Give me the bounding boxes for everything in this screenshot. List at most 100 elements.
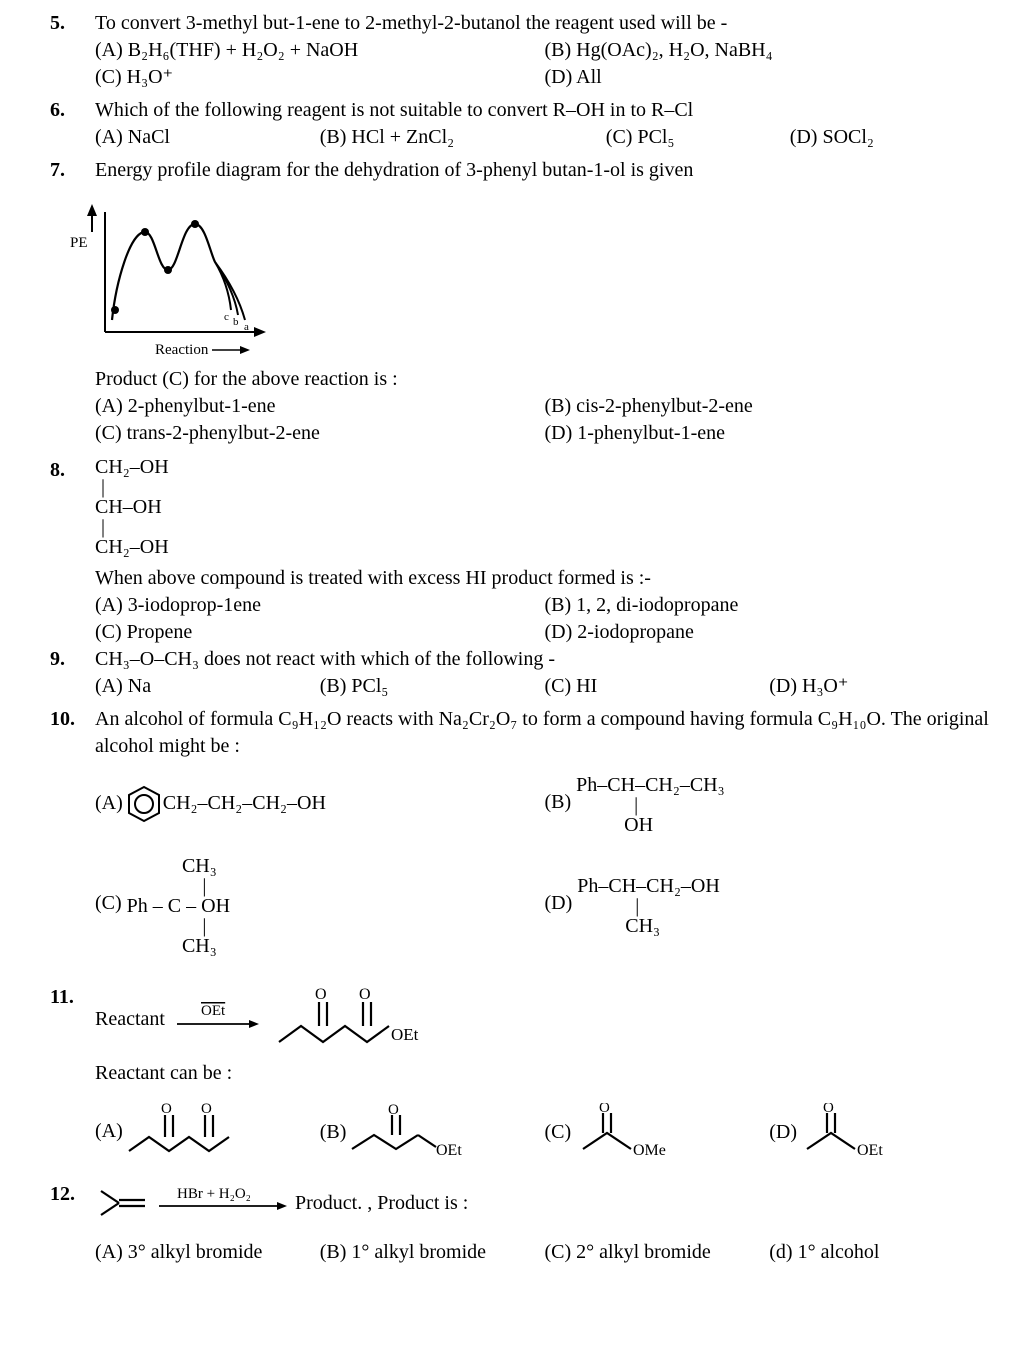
- q11-A-label: (A): [95, 1118, 123, 1145]
- q10-B-struct: Ph–CH–CH₂–CH₃ | OH: [576, 772, 724, 835]
- svg-text:OEt: OEt: [391, 1025, 419, 1044]
- svg-text:c: c: [224, 311, 229, 323]
- exam-page: 5. To convert 3-methyl but-1-ene to 2-me…: [0, 0, 1024, 1350]
- q8-line4: CH₂–OH: [95, 537, 994, 557]
- qbody-10: An alcohol of formula C₉H₁₂O reacts with…: [95, 706, 994, 760]
- q11-optC: (C) O OMe: [545, 1103, 770, 1161]
- qbody-12: HBr + H₂O₂ Product. , Product is :: [95, 1181, 994, 1225]
- q10-C-bot: CH₃: [140, 936, 217, 956]
- q9-stem: CH₃–O–CH₃ does not react with which of t…: [95, 646, 994, 673]
- q5-optA: (A) B₂H₆(THF) + H₂O₂ + NaOH: [95, 37, 545, 64]
- qnum-8: 8.: [50, 457, 95, 557]
- q12-optC: (C) 2° alkyl bromide: [545, 1239, 770, 1266]
- q6-optC: (C) PCl₅: [606, 124, 790, 151]
- q10-B-top: Ph–CH–CH₂–CH₃: [576, 775, 724, 795]
- qnum-5: 5.: [50, 10, 95, 91]
- q10-A-label: (A): [95, 790, 123, 817]
- q11-reactant-word: Reactant: [95, 1006, 165, 1033]
- q8-struct: CH₂–OH | CH–OH | CH₂–OH: [95, 457, 994, 557]
- q12-tail: Product. , Product is :: [295, 1190, 468, 1217]
- q11-optB: (B) O OEt: [320, 1103, 545, 1161]
- q5-optC: (C) H₃O⁺: [95, 64, 545, 91]
- q5-optB: (B) Hg(OAc)₂, H₂O, NaBH₄: [545, 37, 995, 64]
- svg-text:HBr + H₂O₂: HBr + H₂O₂: [177, 1186, 251, 1202]
- q10-B-bar: |: [576, 795, 638, 815]
- svg-text:O: O: [388, 1103, 399, 1118]
- q7-optB: (B) cis-2-phenylbut-2-ene: [545, 393, 995, 420]
- svg-text:O: O: [201, 1101, 212, 1117]
- q10-optB: (B) Ph–CH–CH₂–CH₃ | OH: [545, 772, 995, 835]
- q10-D-bar: |: [577, 896, 639, 916]
- q10-D-top: Ph–CH–CH₂–OH: [577, 876, 720, 896]
- q7-post-block: Product (C) for the above reaction is : …: [95, 366, 994, 447]
- qnum-9: 9.: [50, 646, 95, 700]
- question-8: 8. CH₂–OH | CH–OH | CH₂–OH: [50, 457, 994, 557]
- q12-optA: (A) 3° alkyl bromide: [95, 1239, 320, 1266]
- q8-stem2: When above compound is treated with exce…: [95, 565, 994, 592]
- q9-optD: (D) H₃O⁺: [769, 673, 994, 700]
- q7-optD: (D) 1-phenylbut-1-ene: [545, 420, 995, 447]
- question-12: 12. HBr + H₂O₂ Product. , Product is :: [50, 1181, 994, 1225]
- q11-C-label: (C): [545, 1119, 572, 1146]
- svg-text:OEt: OEt: [436, 1142, 462, 1159]
- q7-optA: (A) 2-phenylbut-1-ene: [95, 393, 545, 420]
- q8-line0: CH₂–OH: [95, 457, 994, 477]
- q12-opts: (A) 3° alkyl bromide (B) 1° alkyl bromid…: [95, 1239, 994, 1266]
- q6-optB: (B) HCl + ZnCl₂: [320, 124, 606, 151]
- q5-optD: (D) All: [545, 64, 995, 91]
- svg-text:O: O: [823, 1103, 834, 1116]
- question-9: 9. CH₃–O–CH₃ does not react with which o…: [50, 646, 994, 700]
- q8-optA: (A) 3-iodoprop-1ene: [95, 592, 545, 619]
- qnum-6: 6.: [50, 97, 95, 151]
- q8-stem-block: When above compound is treated with exce…: [95, 565, 994, 646]
- question-5: 5. To convert 3-methyl but-1-ene to 2-me…: [50, 10, 994, 91]
- q7-optC: (C) trans-2-phenylbut-2-ene: [95, 420, 545, 447]
- q9-optC: (C) HI: [545, 673, 770, 700]
- q10-optA: (A) CH₂–CH₂–CH₂–OH: [95, 783, 545, 825]
- q10-B-label: (B): [545, 791, 577, 813]
- question-10: 10. An alcohol of formula C₉H₁₂O reacts …: [50, 706, 994, 760]
- q8-optC: (C) Propene: [95, 619, 545, 646]
- q11-B-label: (B): [320, 1119, 347, 1146]
- q10-B-bot: OH: [576, 815, 653, 835]
- energy-profile-svg: PE Reaction c b a: [50, 192, 290, 362]
- q11-opts: (A) O O (B) O OEt (C): [95, 1101, 994, 1161]
- qbody-8: CH₂–OH | CH–OH | CH₂–OH: [95, 457, 994, 557]
- qbody-11: Reactant OEt O: [95, 984, 994, 1054]
- qbody-7: Energy profile diagram for the dehydrati…: [95, 157, 994, 184]
- q5-stem: To convert 3-methyl but-1-ene to 2-methy…: [95, 10, 994, 37]
- q6-optD: (D) SOCl₂: [790, 124, 994, 151]
- q11-C-svg: O OMe: [571, 1103, 701, 1161]
- q8-line3: |: [95, 517, 994, 537]
- q10-C-top: CH₃: [140, 856, 217, 876]
- q9-opts: (A) Na (B) PCl₅ (C) HI (D) H₃O⁺: [95, 673, 994, 700]
- q7-stem: Energy profile diagram for the dehydrati…: [95, 157, 994, 184]
- qbody-9: CH₃–O–CH₃ does not react with which of t…: [95, 646, 994, 700]
- svg-text:a: a: [244, 321, 249, 333]
- q7-diagram: PE Reaction c b a: [50, 192, 994, 362]
- q12-alkene-svg: [95, 1181, 155, 1225]
- qnum-10: 10.: [50, 706, 95, 760]
- q7-post: Product (C) for the above reaction is :: [95, 366, 994, 393]
- q6-opts: (A) NaCl (B) HCl + ZnCl₂ (C) PCl₅ (D) SO…: [95, 124, 994, 151]
- svg-text:b: b: [233, 316, 239, 328]
- q10-opts: (A) CH₂–CH₂–CH₂–OH (B) Ph–CH–CH₂–CH₃ | O…: [95, 772, 994, 956]
- q10-C-struct: CH₃ | Ph – C – OH | CH₃: [127, 853, 230, 956]
- q5-row2: (C) H₃O⁺ (D) All: [95, 64, 994, 91]
- svg-text:OEt: OEt: [201, 1003, 226, 1019]
- q8-optD: (D) 2-iodopropane: [545, 619, 995, 646]
- q9-optB: (B) PCl₅: [320, 673, 545, 700]
- q12-arrow: HBr + H₂O₂: [155, 1184, 295, 1222]
- q8-line1: |: [95, 477, 994, 497]
- q11-stem2: Reactant can be :: [95, 1060, 994, 1087]
- question-11: 11. Reactant OEt O: [50, 984, 994, 1054]
- q11-D-svg: O OEt: [797, 1103, 917, 1161]
- q11-arrow: OEt: [173, 1002, 263, 1036]
- question-6: 6. Which of the following reagent is not…: [50, 97, 994, 151]
- qnum-11: 11.: [50, 984, 95, 1054]
- q10-optC: (C) CH₃ | Ph – C – OH | CH₃: [95, 853, 545, 956]
- q12-optB: (B) 1° alkyl bromide: [320, 1239, 545, 1266]
- qbody-5: To convert 3-methyl but-1-ene to 2-methy…: [95, 10, 994, 91]
- q11-B-svg: O OEt: [346, 1103, 476, 1161]
- q10-D-label: (D): [545, 892, 578, 914]
